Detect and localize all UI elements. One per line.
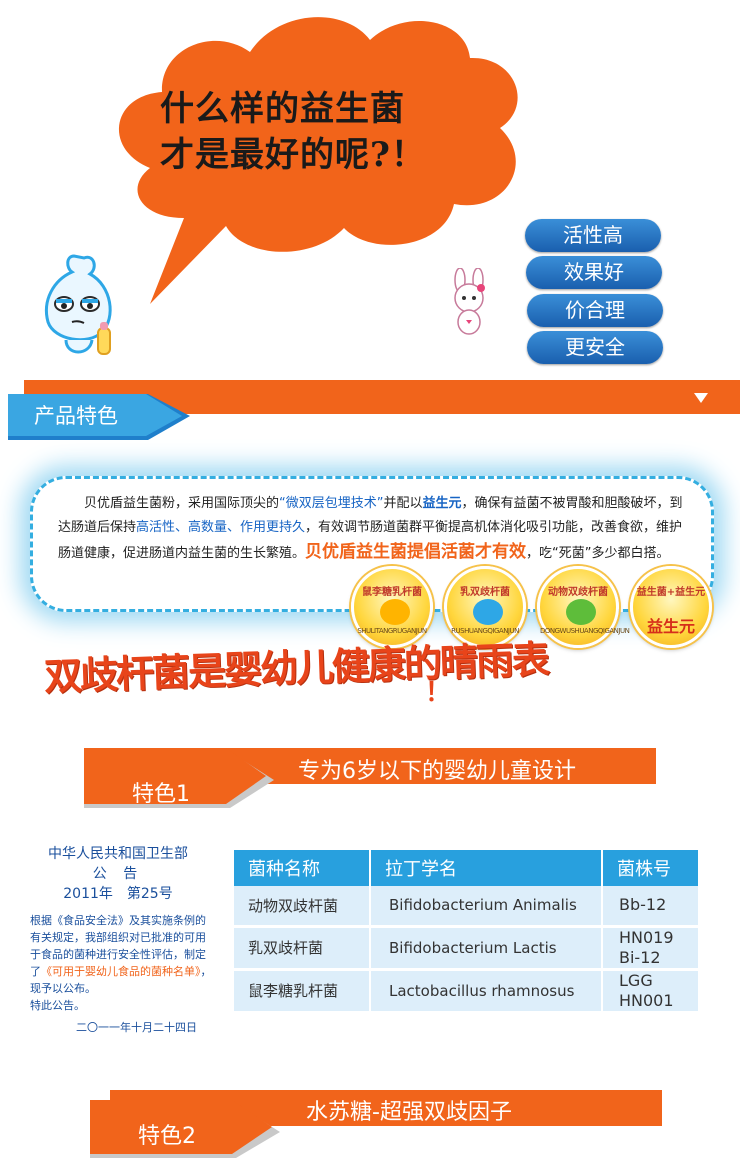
feature1-tag: 特色1	[132, 782, 190, 807]
strain-code: LGG HN001	[602, 969, 700, 1014]
hero-line-2: 才是最好的呢?！	[160, 135, 426, 175]
hero-line-1: 什么样的益生菌	[160, 89, 405, 129]
pill-high-activity: 活性高	[525, 219, 661, 252]
feature2-text: 水苏糖-超强双歧因子	[306, 1100, 512, 1125]
table-row: 乳双歧杆菌 Bifidobacterium Lactis HN019 Bi-12	[234, 926, 700, 971]
strain-name: 乳双歧杆菌	[234, 926, 371, 971]
strain-table: 菌种名称 拉丁学名 菌株号 动物双歧杆菌 Bifidobacterium Ani…	[234, 850, 700, 1014]
notice-header: 中华人民共和国卫生部 公 告 2011年 第25号	[24, 844, 212, 904]
badge-animalis: 动物双歧杆菌 DONGWUSHUANGQIGANJUN	[537, 566, 630, 648]
feature2-tag-shape	[90, 1100, 280, 1158]
notice-kind: 公 告	[92, 866, 144, 882]
green-bacteria-icon	[566, 599, 596, 625]
speech-cloud	[118, 17, 518, 305]
feature1-text: 专为6岁以下的婴幼儿童设计	[298, 759, 576, 784]
column-header: 菌株号	[602, 850, 700, 886]
table-row: 鼠李糖乳杆菌 Lactobacillus rhamnosus LGG HN001	[234, 969, 700, 1014]
section-tag-shape	[8, 394, 190, 440]
headline-exclamation: ！	[425, 678, 452, 708]
headline: 双歧杆菌是婴幼儿健康的晴雨表	[43, 637, 549, 699]
pill-good-effect: 效果好	[526, 256, 662, 289]
notice-date: 二〇一一年十月二十四日	[76, 1021, 197, 1034]
pill-fair-price: 价合理	[527, 294, 663, 327]
column-header: 拉丁学名	[370, 850, 603, 886]
badge-prebiotic: 益生菌+益生元 益生元	[630, 566, 712, 648]
strain-code: HN019 Bi-12	[602, 926, 700, 971]
table-row: 动物双歧杆菌 Bifidobacterium Animalis Bb-12	[234, 886, 700, 928]
notice-number: 2011年 第25号	[63, 886, 173, 902]
feature2-tag: 特色2	[138, 1124, 196, 1149]
hero-question: 什么样的益生菌 才是最好的呢?！	[160, 86, 460, 178]
rabbit-icon	[454, 268, 485, 335]
section-title: 产品特色	[34, 404, 118, 428]
latin-name: Lactobacillus rhamnosus	[370, 969, 603, 1014]
notice-body: 根据《食品安全法》及其实施条例的有关规定，我部组织对已批准的可用于食品的菌种进行…	[30, 914, 212, 1012]
description-text: 贝优盾益生菌粉，采用国际顶尖的“微双层包埋技术”并配以益生元，确保有益菌不被胃酸…	[58, 496, 683, 562]
baby-mascot-icon	[45, 254, 112, 355]
badge-rhamnosus: 鼠李糖乳杆菌 SHULITANGRUGANJUN	[351, 566, 433, 648]
strain-name: 鼠李糖乳杆菌	[234, 969, 371, 1014]
chevron-down-icon[interactable]	[692, 390, 710, 404]
column-header: 菌种名称	[234, 850, 371, 886]
blue-bacteria-icon	[473, 599, 503, 625]
pill-safer: 更安全	[527, 331, 663, 364]
feature1-tag-shape	[84, 748, 274, 808]
notice-issuer: 中华人民共和国卫生部	[48, 846, 188, 862]
strain-name: 动物双歧杆菌	[234, 886, 371, 928]
yellow-bacteria-icon	[380, 599, 410, 625]
slogan: 贝优盾益生菌提倡活菌才有效	[305, 542, 527, 562]
latin-name: Bifidobacterium Lactis	[370, 926, 603, 971]
strain-code: Bb-12	[602, 886, 700, 928]
table-header-row: 菌种名称 拉丁学名 菌株号	[234, 850, 700, 886]
latin-name: Bifidobacterium Animalis	[370, 886, 603, 928]
badge-lactis: 乳双歧杆菌 RUSHUANGQIGANJUN	[444, 566, 526, 648]
